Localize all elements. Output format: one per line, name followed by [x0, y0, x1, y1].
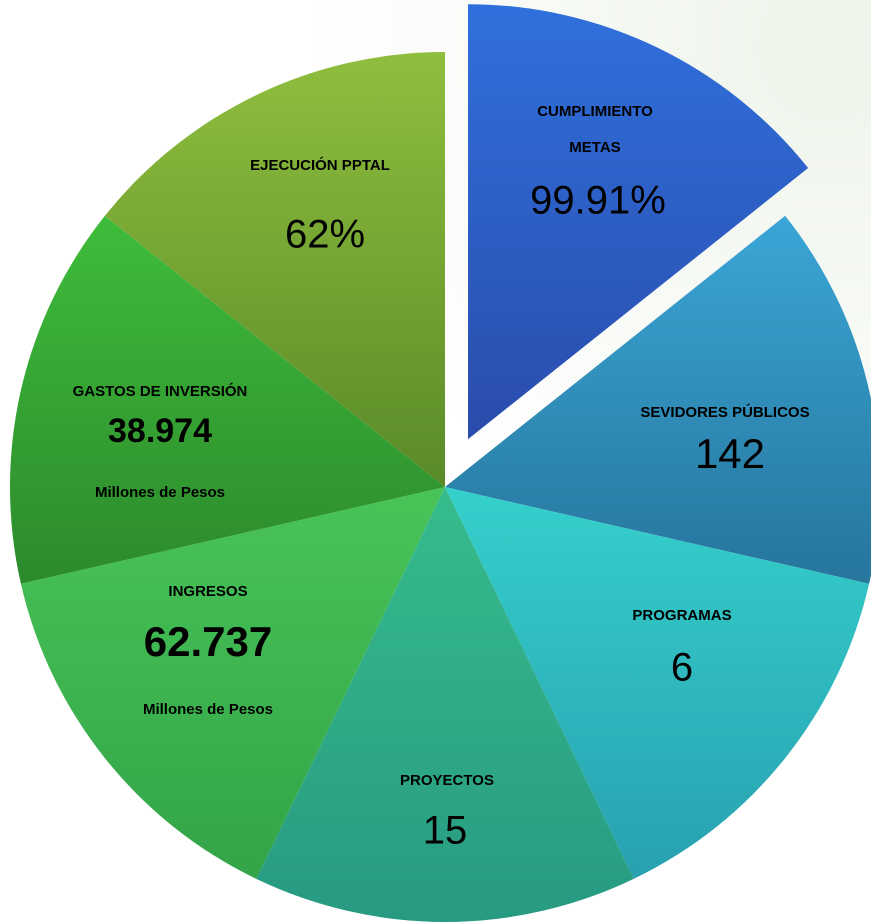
segment-value: 142	[695, 430, 765, 477]
slice	[20, 487, 446, 879]
segment-unit: Millones de Pesos	[143, 701, 273, 718]
segment-label: GASTOS DE INVERSIÓN	[73, 382, 248, 400]
segment-value: 38.974	[108, 412, 212, 450]
segment-label: INGRESOS	[168, 583, 247, 600]
slice	[104, 52, 446, 487]
segment-label: METAS	[569, 139, 620, 156]
segment-label: PROGRAMAS	[632, 607, 731, 624]
slice	[9, 215, 446, 584]
segment-value: 99.91%	[530, 179, 666, 223]
segment-value: 15	[423, 809, 468, 853]
segment-value: 6	[671, 646, 693, 690]
slice	[467, 4, 809, 440]
segment-unit: Millones de Pesos	[95, 484, 225, 501]
segment-label: SEVIDORES PÚBLICOS	[640, 403, 809, 421]
segment-label: CUMPLIMIENTO	[537, 103, 653, 120]
segment-value: 62%	[285, 213, 365, 257]
slice	[445, 215, 871, 584]
slice	[256, 487, 634, 922]
slice	[445, 487, 870, 879]
segment-label: PROYECTOS	[400, 772, 494, 789]
segment-label: EJECUCIÓN PPTAL	[250, 156, 390, 174]
segment-value: 62.737	[144, 618, 272, 665]
